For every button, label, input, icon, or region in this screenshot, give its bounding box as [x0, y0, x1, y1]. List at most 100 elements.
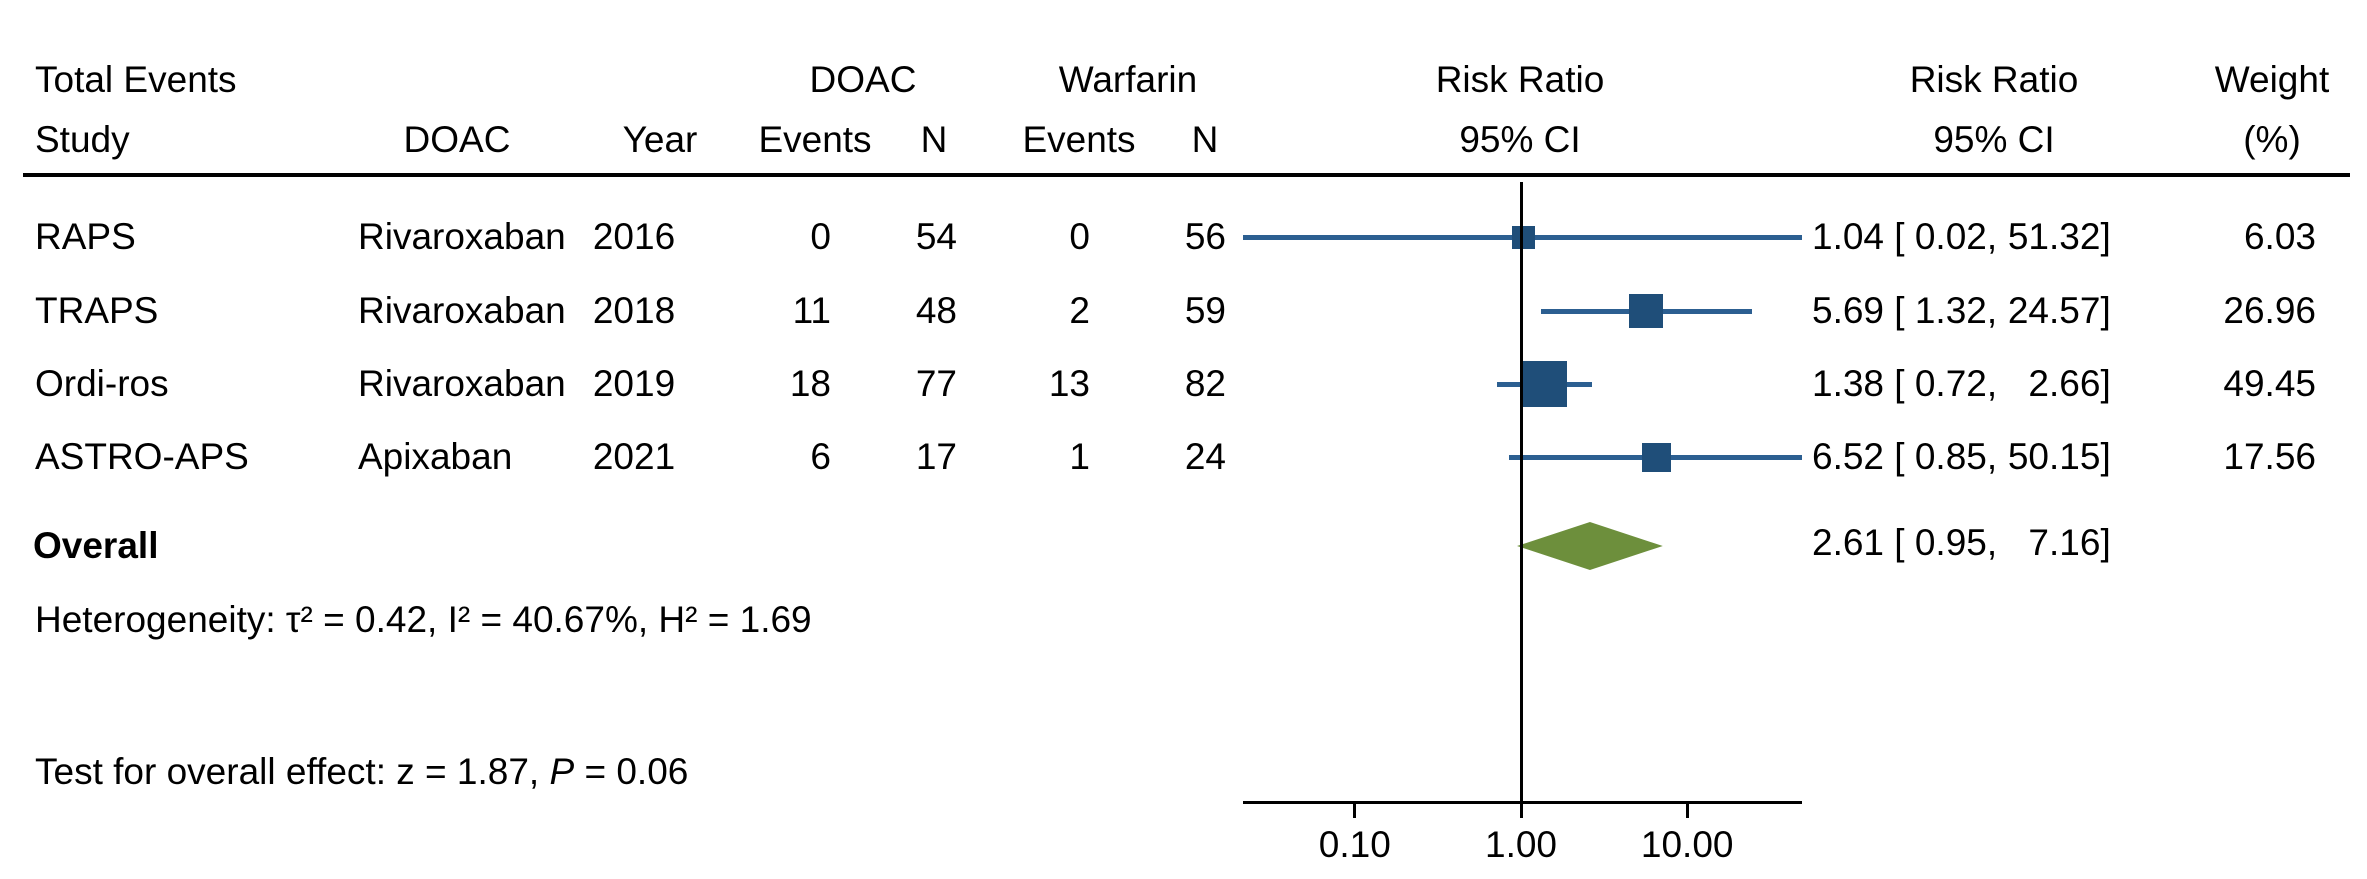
- study-name: ASTRO-APS: [35, 436, 249, 477]
- header-doac-events: Events: [758, 119, 872, 160]
- effect-square: [1629, 294, 1664, 328]
- axis-tick: [1685, 801, 1689, 818]
- warfarin-events: 2: [1069, 290, 1090, 331]
- study-year: 2018: [592, 290, 676, 331]
- rr-comma: ,: [1986, 290, 2008, 331]
- header-warfarin-n: N: [1191, 119, 1219, 160]
- rr-ci-low: 0.95: [1914, 522, 1987, 563]
- header-study: Study: [35, 119, 130, 160]
- rr-estimate: 1.04: [1812, 216, 1885, 257]
- warfarin-n: 56: [1184, 216, 1226, 257]
- overall-effect-note: Test for overall effect: z = 1.87, P = 0…: [35, 753, 688, 790]
- header-total-events: Total Events: [35, 59, 237, 100]
- overall-effect-prefix: Test for overall effect: z = 1.87,: [35, 751, 550, 792]
- header-ci-plot: 95% CI: [1459, 119, 1581, 160]
- header-doac-drug: DOAC: [403, 119, 511, 160]
- rr-ci-text: 5.69 [ 1.32, 24.57]: [1812, 292, 2111, 329]
- header-risk-ratio-plot: Risk Ratio: [1435, 59, 1605, 100]
- effect-square: [1521, 361, 1568, 407]
- study-name: TRAPS: [35, 290, 159, 331]
- rr-ci-text: 1.04 [ 0.02, 51.32]: [1812, 218, 2111, 255]
- header-year: Year: [622, 119, 698, 160]
- rr-ci-high: 2.66: [2028, 363, 2101, 404]
- rr-close-bracket: ]: [2100, 216, 2111, 257]
- rr-ci-high: 7.16: [2028, 522, 2101, 563]
- study-year: 2019: [592, 363, 676, 404]
- header-warfarin-group: Warfarin: [1058, 59, 1198, 100]
- rr-comma: ,: [1986, 363, 2008, 404]
- x-axis-line: [1243, 801, 1802, 804]
- rr-ci-high: 24.57: [2007, 290, 2101, 331]
- rr-comma: ,: [1986, 216, 2008, 257]
- drug-name: Rivaroxaban: [358, 216, 566, 257]
- rr-comma: ,: [1986, 522, 2008, 563]
- header-doac-group: DOAC: [809, 59, 917, 100]
- rr-ci-high: 51.32: [2007, 216, 2101, 257]
- header-weight: Weight: [2214, 59, 2330, 100]
- rr-open-bracket: [: [1884, 363, 1915, 404]
- rr-open-bracket: [: [1884, 436, 1915, 477]
- doac-events: 0: [810, 216, 831, 257]
- axis-tick-label: 1.00: [1484, 824, 1558, 865]
- study-name: RAPS: [35, 216, 136, 257]
- warfarin-n: 24: [1184, 436, 1226, 477]
- warfarin-n: 82: [1184, 363, 1226, 404]
- rr-ci-low: 1.32: [1914, 290, 1987, 331]
- rr-ci-high: 50.15: [2007, 436, 2101, 477]
- doac-events: 11: [792, 290, 831, 331]
- header-weight-pct: (%): [2243, 119, 2301, 160]
- rr-open-bracket: [: [1884, 522, 1915, 563]
- header-separator-line: [23, 173, 2350, 177]
- rr-estimate: 5.69: [1812, 290, 1885, 331]
- rr-estimate: 1.38: [1812, 363, 1885, 404]
- effect-square: [1512, 225, 1536, 249]
- rr-ci-low: 0.72: [1914, 363, 1987, 404]
- drug-name: Rivaroxaban: [358, 290, 566, 331]
- rr-ci-low: 0.85: [1914, 436, 1987, 477]
- study-name: Ordi-ros: [35, 363, 169, 404]
- rr-comma: ,: [1986, 436, 2008, 477]
- effect-square: [1641, 442, 1671, 472]
- weight-value: 6.03: [2243, 216, 2316, 257]
- heterogeneity-note: Heterogeneity: τ² = 0.42, I² = 40.67%, H…: [35, 599, 812, 640]
- study-year: 2016: [592, 216, 676, 257]
- rr-open-bracket: [: [1884, 216, 1915, 257]
- overall-rr-ci-text: 2.61 [ 0.95, 7.16]: [1812, 524, 2111, 561]
- rr-close-bracket: ]: [2100, 363, 2111, 404]
- rr-close-bracket: ]: [2100, 436, 2111, 477]
- rr-close-bracket: ]: [2100, 290, 2111, 331]
- doac-n: 54: [915, 216, 957, 257]
- rr-ci-text: 1.38 [ 0.72, 2.66]: [1812, 365, 2111, 402]
- rr-close-bracket: ]: [2100, 522, 2111, 563]
- warfarin-events: 1: [1069, 436, 1090, 477]
- weight-value: 49.45: [2223, 363, 2316, 404]
- drug-name: Rivaroxaban: [358, 363, 566, 404]
- doac-n: 17: [915, 436, 957, 477]
- doac-n: 48: [915, 290, 957, 331]
- header-warfarin-events: Events: [1022, 119, 1136, 160]
- study-year: 2021: [592, 436, 676, 477]
- axis-tick: [1353, 801, 1357, 818]
- axis-tick-label: 10.00: [1640, 824, 1734, 865]
- header-risk-ratio-values: Risk Ratio: [1909, 59, 2079, 100]
- overall-label: Overall: [33, 525, 159, 566]
- rr-ci-low: 0.02: [1914, 216, 1987, 257]
- doac-events: 6: [810, 436, 831, 477]
- reference-line: [1519, 182, 1523, 801]
- drug-name: Apixaban: [358, 436, 513, 477]
- overall-effect-p: P: [549, 751, 575, 792]
- weight-value: 26.96: [2223, 290, 2316, 331]
- overall-diamond: [1517, 522, 1664, 570]
- doac-events: 18: [789, 363, 831, 404]
- warfarin-n: 59: [1184, 290, 1226, 331]
- rr-estimate: 2.61: [1812, 522, 1885, 563]
- weight-value: 17.56: [2223, 436, 2316, 477]
- header-doac-n: N: [920, 119, 948, 160]
- overall-effect-suffix: = 0.06: [574, 751, 689, 792]
- rr-open-bracket: [: [1884, 290, 1915, 331]
- warfarin-events: 13: [1048, 363, 1090, 404]
- axis-tick-label: 0.10: [1318, 824, 1391, 865]
- rr-estimate: 6.52: [1812, 436, 1885, 477]
- header-ci-values: 95% CI: [1933, 119, 2055, 160]
